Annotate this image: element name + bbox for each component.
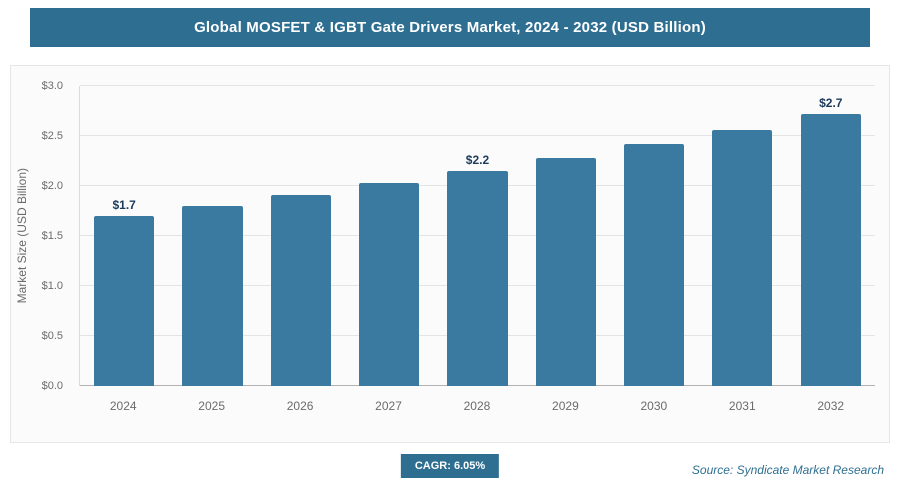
x-tick-label: 2029 (552, 399, 579, 413)
plot-area: $1.7 $2.2 $2.7 (79, 85, 875, 386)
y-axis-ticks: $0.0 $0.5 $1.0 $1.5 $2.0 $2.5 $3.0 (11, 80, 71, 392)
bar-2026 (270, 195, 331, 386)
y-tick-label: $2.0 (41, 180, 63, 192)
x-axis-labels: 2024 2025 2026 2027 2028 2029 2030 2031 2032 (79, 386, 875, 442)
y-tick-label: $1.5 (41, 230, 63, 242)
cagr-badge: CAGR: 6.05% (400, 454, 500, 478)
bar-2030 (624, 144, 685, 386)
bar-slot-2028: $2.2 (433, 86, 521, 386)
bar-2032 (800, 114, 861, 386)
chart-panel: Market Size (USD Billion) $0.0 $0.5 $1.0 $1… (10, 65, 890, 443)
y-tick-label: $0.0 (41, 380, 63, 392)
x-tick-label: 2024 (109, 399, 137, 413)
bar-slot-2025 (168, 86, 256, 386)
bar-2031 (712, 130, 773, 386)
x-tick-label: 2031 (728, 399, 756, 413)
y-tick-label: $1.0 (41, 280, 63, 292)
bar-slot-2026 (257, 86, 345, 386)
x-tick-label: 2027 (375, 399, 402, 413)
x-tick-label: 2028 (463, 399, 491, 413)
bar-slot-2027 (345, 86, 433, 386)
gridline (80, 85, 875, 86)
bar-slot-2024: $1.7 (80, 86, 168, 386)
bar-slot-2032: $2.7 (787, 86, 875, 386)
bar-2024 (94, 216, 155, 386)
bar-2028 (447, 171, 508, 386)
bar-value-label: $1.7 (112, 198, 136, 212)
bar-value-label: $2.2 (465, 153, 490, 167)
chart-title: Global MOSFET & IGBT Gate Drivers Market… (194, 19, 706, 36)
bar-value-label: $2.7 (819, 96, 843, 110)
x-tick-label: 2032 (817, 399, 845, 413)
x-tick-label: 2026 (286, 399, 314, 413)
chart-title-bar: Global MOSFET & IGBT Gate Drivers Market… (30, 8, 870, 47)
bar-2029 (535, 158, 596, 386)
x-tick-label: 2030 (640, 399, 668, 413)
y-tick-label: $0.5 (41, 330, 63, 342)
bars: $1.7 $2.2 $2.7 (80, 86, 875, 386)
bar-slot-2030 (610, 86, 698, 386)
gridline (80, 135, 875, 136)
y-tick-label: $3.0 (41, 80, 63, 92)
bar-slot-2031 (698, 86, 786, 386)
x-tick-label: 2025 (198, 399, 225, 413)
bar-slot-2029 (522, 86, 610, 386)
bar-2025 (182, 206, 243, 386)
bar-2027 (359, 183, 420, 386)
y-tick-label: $2.5 (41, 130, 63, 142)
source-note: Source: Syndicate Market Research (691, 463, 884, 477)
